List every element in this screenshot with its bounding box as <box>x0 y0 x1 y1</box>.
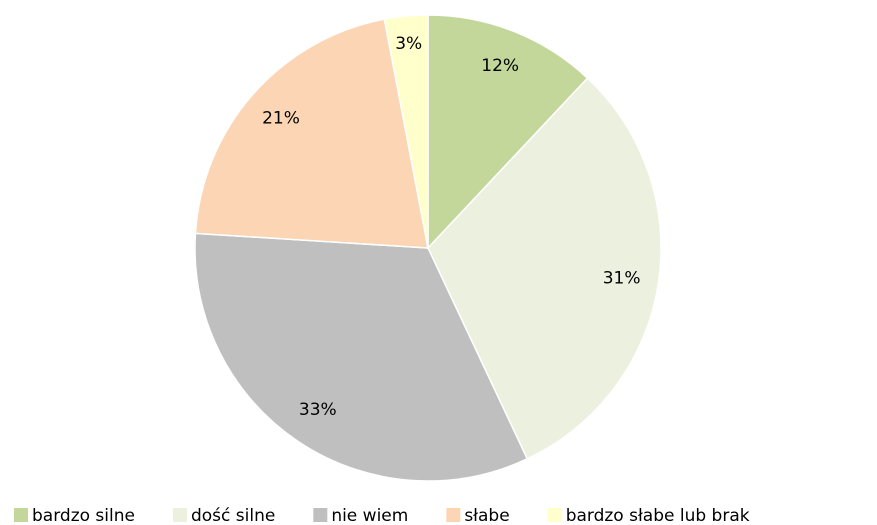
data-label: 3% <box>395 34 422 54</box>
data-label: 12% <box>481 56 519 76</box>
legend-label: słabe <box>464 506 509 525</box>
legend-swatch <box>547 508 562 522</box>
legend-label: bardzo słabe lub brak <box>566 506 750 525</box>
pie-slice <box>194 18 429 249</box>
legend-label: nie wiem <box>331 506 408 525</box>
legend-swatch <box>14 508 28 522</box>
data-label: 31% <box>603 269 641 289</box>
legend-label: bardzo silne <box>32 506 135 525</box>
pie-slice <box>427 14 589 250</box>
legend-swatch <box>313 508 328 522</box>
pie-slice <box>383 14 429 249</box>
legend-swatch <box>172 508 187 522</box>
legend-label: dość silne <box>191 506 275 525</box>
data-label: 33% <box>299 400 337 420</box>
pie-slice <box>194 232 529 482</box>
data-label: 21% <box>262 108 300 128</box>
legend-swatch <box>446 508 461 522</box>
pie-slice <box>427 77 662 460</box>
